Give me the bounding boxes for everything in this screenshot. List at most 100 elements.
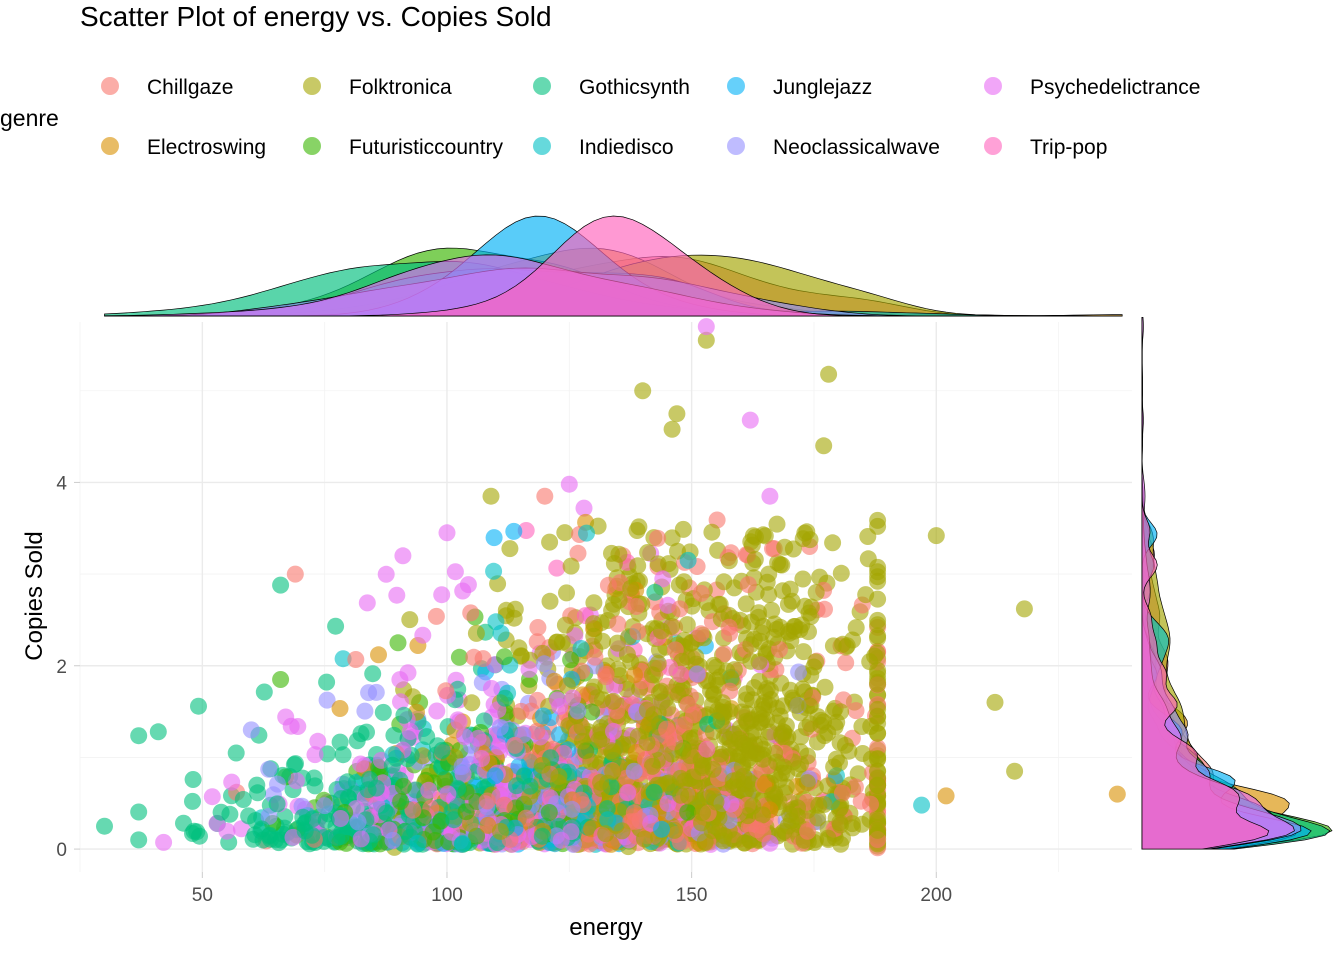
point-folktronica — [674, 742, 692, 760]
point-folktronica — [819, 724, 837, 742]
point-psychedelictrance — [564, 689, 582, 707]
point-folktronica — [649, 655, 667, 672]
point-folktronica — [401, 611, 419, 629]
point-folktronica — [562, 557, 580, 575]
point-gothicsynth — [227, 744, 245, 762]
point-folktronica — [869, 511, 887, 529]
point-folktronica — [774, 697, 792, 715]
y-tick-label: 2 — [56, 657, 67, 678]
point-folktronica — [556, 524, 574, 542]
point-gothicsynth — [149, 723, 167, 741]
point-futuristiccountry — [679, 803, 697, 821]
point-gothicsynth — [418, 728, 436, 746]
legend-key — [533, 77, 551, 95]
point-futuristiccountry — [450, 648, 468, 666]
point-chillgaze — [671, 600, 689, 618]
point-indiedisco — [454, 835, 472, 852]
point-psychedelictrance — [473, 750, 491, 767]
point-folktronica — [795, 643, 812, 661]
point-folktronica — [715, 827, 733, 845]
point-folktronica — [832, 564, 850, 582]
point-psychedelictrance — [352, 755, 369, 773]
point-folktronica — [597, 825, 615, 843]
point-folktronica — [649, 555, 667, 573]
point-folktronica — [668, 405, 686, 423]
point-folktronica — [603, 742, 620, 760]
point-folktronica — [715, 573, 733, 591]
point-folktronica — [796, 683, 813, 701]
point-indiedisco — [334, 650, 352, 668]
point-folktronica — [733, 758, 751, 776]
point-folktronica — [798, 523, 816, 541]
point-futuristiccountry — [272, 671, 290, 688]
point-neoclassicalwave — [318, 691, 336, 709]
point-chillgaze — [465, 648, 483, 666]
point-folktronica — [738, 712, 755, 730]
point-folktronica — [801, 697, 819, 715]
point-folktronica — [844, 631, 862, 649]
point-folktronica — [810, 796, 828, 814]
point-gothicsynth — [285, 756, 303, 774]
point-futuristiccountry — [424, 823, 442, 841]
point-folktronica — [746, 551, 764, 568]
point-folktronica — [869, 629, 887, 647]
legend-label: Indiedisco — [579, 136, 674, 159]
point-folktronica — [824, 534, 842, 552]
point-chillgaze — [739, 576, 757, 594]
point-indiedisco — [679, 551, 697, 569]
point-chillgaze — [586, 648, 604, 666]
point-folktronica — [694, 804, 711, 822]
point-gothicsynth — [348, 732, 366, 750]
point-indiedisco — [578, 524, 595, 542]
point-electroswing — [626, 666, 643, 684]
point-folktronica — [703, 523, 721, 541]
legend-item-electroswing: Electroswing — [101, 136, 266, 159]
point-neoclassicalwave — [569, 702, 587, 720]
point-folktronica — [666, 821, 683, 839]
point-psychedelictrance — [483, 680, 500, 697]
point-folktronica — [533, 756, 551, 774]
point-folktronica — [802, 598, 820, 616]
point-folktronica — [754, 806, 772, 824]
point-chillgaze — [609, 615, 627, 633]
point-psychedelictrance — [203, 788, 221, 806]
point-chillgaze — [404, 801, 422, 819]
point-folktronica — [482, 487, 500, 505]
point-gothicsynth — [318, 745, 336, 763]
point-indiedisco — [485, 562, 503, 580]
point-folktronica — [831, 799, 849, 817]
point-folktronica — [754, 617, 772, 635]
point-psychedelictrance — [358, 594, 376, 612]
point-folktronica — [697, 331, 715, 349]
point-folktronica — [986, 693, 1004, 711]
legend-item-indiedisco: Indiedisco — [533, 136, 674, 159]
legend-key — [727, 137, 745, 155]
point-folktronica — [604, 692, 622, 710]
point-folktronica — [800, 623, 817, 641]
point-folktronica — [573, 718, 591, 736]
point-folktronica — [771, 556, 789, 574]
point-indiedisco — [492, 624, 510, 642]
point-folktronica — [862, 750, 880, 768]
legend-key — [101, 137, 119, 155]
point-neoclassicalwave — [790, 663, 808, 681]
point-folktronica — [610, 545, 628, 563]
point-gothicsynth — [383, 756, 401, 774]
legend-label: Psychedelictrance — [1030, 76, 1200, 99]
point-folktronica — [820, 365, 838, 383]
point-folktronica — [832, 703, 850, 721]
point-folktronica — [857, 586, 875, 604]
point-folktronica — [694, 759, 712, 777]
legend-label: Junglejazz — [773, 76, 872, 99]
legend-label: Futuristiccountry — [349, 136, 504, 159]
point-psychedelictrance — [155, 833, 173, 851]
point-psychedelictrance — [420, 781, 438, 799]
point-psychedelictrance — [306, 746, 324, 764]
point-folktronica — [1006, 762, 1024, 780]
legend-label: Folktronica — [349, 76, 452, 99]
point-psychedelictrance — [575, 499, 593, 517]
point-junglejazz — [486, 767, 504, 785]
point-folktronica — [869, 707, 887, 725]
point-psychedelictrance — [654, 570, 672, 588]
point-psychedelictrance — [761, 487, 779, 505]
